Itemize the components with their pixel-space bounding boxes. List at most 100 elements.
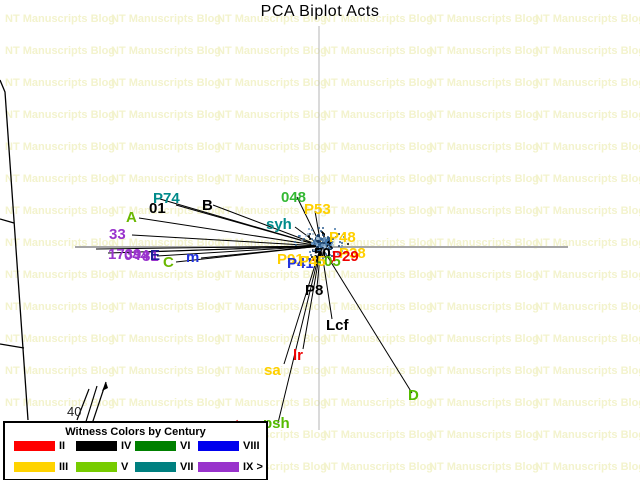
axis-tick-label-40: 40 bbox=[67, 404, 82, 419]
legend-swatch-vi bbox=[135, 441, 176, 451]
watermark-text: NT Manuscripts Blog bbox=[5, 77, 116, 89]
watermark-text: NT Manuscripts Blog bbox=[323, 365, 434, 377]
cluster-point bbox=[315, 242, 318, 245]
watermark-text: NT Manuscripts Blog bbox=[429, 301, 540, 313]
cluster-point bbox=[329, 254, 332, 257]
cluster-point bbox=[325, 246, 329, 250]
watermark-text: NT Manuscripts Blog bbox=[429, 109, 540, 121]
watermark-text: NT Manuscripts Blog bbox=[323, 429, 434, 441]
watermark-text: NT Manuscripts Blog bbox=[535, 333, 640, 345]
watermark-text: NT Manuscripts Blog bbox=[429, 429, 540, 441]
cluster-point bbox=[320, 237, 323, 240]
watermark-text: NT Manuscripts Blog bbox=[429, 333, 540, 345]
cluster-point bbox=[319, 245, 322, 248]
watermark-text: NT Manuscripts Blog bbox=[429, 205, 540, 217]
cluster-point bbox=[325, 253, 328, 256]
cluster-point bbox=[320, 229, 323, 232]
witness-vector-line bbox=[156, 245, 322, 257]
cluster-point bbox=[312, 232, 315, 235]
legend-box: Witness Colors by Century II IV VI VIII III V… bbox=[3, 421, 268, 480]
watermark-text: NT Manuscripts Blog bbox=[5, 269, 116, 281]
cluster-point bbox=[336, 251, 339, 254]
watermark-text: NT Manuscripts Blog bbox=[111, 269, 222, 281]
legend-label-ii: II bbox=[59, 440, 66, 452]
cluster-point bbox=[325, 246, 328, 249]
watermark-text: NT Manuscripts Blog bbox=[217, 173, 328, 185]
cluster-point bbox=[322, 248, 325, 251]
cluster-point bbox=[329, 247, 332, 250]
watermark-text: NT Manuscripts Blog bbox=[217, 109, 328, 121]
cluster-point bbox=[327, 235, 330, 238]
witness-label-psh: psh bbox=[263, 415, 290, 432]
watermark-text: NT Manuscripts Blog bbox=[111, 365, 222, 377]
cluster-point bbox=[311, 256, 314, 259]
cluster-point bbox=[317, 243, 321, 247]
cluster-point bbox=[318, 261, 321, 264]
witness-label-a: A bbox=[126, 209, 137, 226]
watermark-text: NT Manuscripts Blog bbox=[5, 397, 116, 409]
witness-label-b: B bbox=[202, 197, 213, 214]
witness-label-p29: P29 bbox=[332, 248, 359, 265]
legend-title: Witness Colors by Century bbox=[65, 426, 206, 438]
cluster-point bbox=[327, 243, 331, 247]
watermark-text: NT Manuscripts Blog bbox=[535, 269, 640, 281]
witness-vector-line bbox=[175, 204, 322, 247]
cluster-point bbox=[335, 235, 338, 238]
cluster-point bbox=[307, 228, 310, 231]
watermark-text: NT Manuscripts Blog bbox=[217, 13, 328, 25]
watermark-text: NT Manuscripts Blog bbox=[323, 77, 434, 89]
cluster-point bbox=[311, 228, 314, 231]
watermark-text: NT Manuscripts Blog bbox=[323, 461, 434, 473]
cluster-point bbox=[323, 255, 326, 258]
cluster-point bbox=[318, 242, 321, 245]
cluster-point bbox=[319, 247, 322, 250]
witness-label-01: 01 bbox=[149, 200, 166, 217]
witness-label-33: 33 bbox=[109, 226, 126, 243]
cluster-point bbox=[340, 241, 343, 244]
watermark-text: NT Manuscripts Blog bbox=[111, 333, 222, 345]
cluster-point bbox=[321, 227, 324, 230]
watermark-text: NT Manuscripts Blog bbox=[111, 13, 222, 25]
watermark-text: NT Manuscripts Blog bbox=[535, 461, 640, 473]
cluster-point bbox=[321, 246, 324, 249]
cluster-point bbox=[311, 237, 314, 240]
cluster-point bbox=[307, 234, 310, 237]
cluster-point bbox=[321, 237, 324, 240]
cluster-point bbox=[321, 243, 325, 247]
cluster-point bbox=[314, 242, 317, 245]
watermark-text: NT Manuscripts Blog bbox=[111, 77, 222, 89]
watermark-text: NT Manuscripts Blog bbox=[535, 141, 640, 153]
legend-swatch-viii bbox=[198, 441, 239, 451]
cluster-point bbox=[300, 240, 303, 243]
watermark-text: NT Manuscripts Blog bbox=[323, 205, 434, 217]
watermark-text: NT Manuscripts Blog bbox=[111, 205, 222, 217]
cluster-point bbox=[318, 247, 322, 251]
watermark-text: NT Manuscripts Blog bbox=[429, 365, 540, 377]
watermark-text: NT Manuscripts Blog bbox=[111, 45, 222, 57]
legend-swatch-vii bbox=[135, 462, 176, 472]
chart-title: PCA Biplot Acts bbox=[260, 3, 380, 20]
watermark-text: NT Manuscripts Blog bbox=[217, 301, 328, 313]
watermark-text: NT Manuscripts Blog bbox=[5, 365, 116, 377]
cluster-point bbox=[315, 255, 318, 258]
witness-label-1739: 1739 bbox=[108, 246, 142, 263]
witness-label-81: 81 bbox=[142, 248, 159, 265]
cluster-point bbox=[328, 240, 332, 244]
cluster-point bbox=[330, 233, 333, 236]
cluster-point bbox=[315, 246, 319, 250]
legend-swatch-ix bbox=[198, 462, 239, 472]
cluster-point bbox=[334, 228, 337, 231]
watermark-text: NT Manuscripts Blog bbox=[217, 397, 328, 409]
cluster-point bbox=[317, 249, 320, 253]
legend-label-ix: IX > bbox=[243, 461, 263, 473]
cluster-point bbox=[314, 244, 317, 247]
witness-label-05: 05 bbox=[324, 253, 341, 270]
cluster-point bbox=[317, 233, 321, 237]
witness-vector-line bbox=[320, 245, 413, 394]
watermark-text: NT Manuscripts Blog bbox=[323, 141, 434, 153]
legend-swatch-iii bbox=[14, 462, 55, 472]
watermark-text: NT Manuscripts Blog bbox=[111, 173, 222, 185]
witness-label-048: 048 bbox=[281, 189, 307, 206]
